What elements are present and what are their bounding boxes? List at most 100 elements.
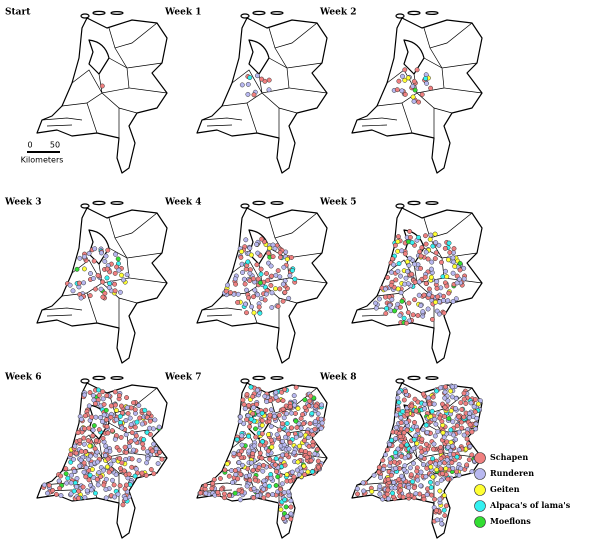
- farm-dot: [413, 433, 419, 439]
- farm-dot: [259, 236, 265, 242]
- farm-dot: [433, 250, 439, 256]
- farm-dot: [443, 384, 448, 390]
- farm-dot: [441, 507, 447, 513]
- farm-dot: [155, 461, 161, 467]
- farm-dot: [93, 438, 99, 443]
- farm-dot: [120, 502, 126, 508]
- farm-dot: [280, 298, 286, 304]
- legend-label: Moeflons: [490, 516, 531, 526]
- farm-dot: [428, 232, 434, 238]
- farm-dot: [244, 391, 250, 397]
- farm-dot: [434, 481, 440, 486]
- farm-dot: [418, 265, 424, 271]
- farm-dot: [401, 315, 407, 321]
- farm-dot: [467, 422, 473, 428]
- farm-dot: [395, 234, 401, 240]
- farm-dot: [81, 469, 87, 475]
- farm-dot: [83, 465, 89, 471]
- farm-dot: [86, 425, 92, 431]
- farm-dot: [245, 81, 251, 87]
- scale-bar: 0 50 Kilometers: [21, 141, 64, 165]
- farm-dot: [76, 495, 82, 501]
- farm-dot: [301, 438, 307, 443]
- farm-dot: [240, 270, 245, 275]
- farm-dot: [428, 274, 434, 280]
- farm-dot: [234, 437, 240, 443]
- farm-dot: [127, 443, 132, 449]
- farm-dot: [147, 418, 153, 424]
- farm-dot: [119, 425, 125, 431]
- farm-dot: [404, 320, 409, 326]
- farm-dot: [98, 474, 104, 480]
- farm-dot: [376, 296, 382, 302]
- farm-dot: [395, 446, 401, 452]
- farm-dot: [278, 254, 283, 260]
- farm-dot: [426, 395, 431, 401]
- farm-dot: [65, 475, 71, 481]
- farm-dot: [251, 443, 257, 449]
- farm-dot: [280, 421, 286, 427]
- farm-dot: [248, 252, 254, 258]
- farm-dot: [416, 279, 422, 285]
- farm-dot: [433, 299, 438, 305]
- farm-dot: [70, 288, 76, 294]
- farm-dot: [103, 495, 109, 501]
- farm-dot: [128, 438, 134, 444]
- panel-label: Week 7: [164, 373, 201, 383]
- farm-dot: [392, 308, 398, 314]
- farm-dot: [401, 467, 407, 473]
- farm-dot: [246, 402, 252, 408]
- farm-dot: [418, 469, 424, 475]
- farm-dot: [293, 418, 299, 424]
- farm-dot: [421, 292, 427, 298]
- farm-dot: [293, 384, 299, 390]
- farm-dot: [291, 474, 297, 480]
- farm-dot: [309, 411, 315, 416]
- farm-dot: [127, 415, 133, 421]
- farm-dot: [410, 83, 416, 89]
- farm-dot: [77, 463, 83, 469]
- farm-dot: [117, 289, 123, 295]
- farm-dot: [103, 253, 109, 259]
- farm-dot: [411, 485, 417, 491]
- farm-dot: [239, 82, 245, 88]
- farm-dot: [137, 415, 143, 421]
- farm-dot: [398, 290, 404, 296]
- farm-dot: [421, 462, 426, 468]
- farm-dot: [427, 236, 433, 242]
- legend-swatch: [474, 468, 486, 480]
- farm-dot: [261, 486, 266, 492]
- farm-dot: [73, 450, 79, 456]
- farm-dot: [450, 384, 455, 390]
- farm-dot: [424, 80, 430, 86]
- farm-dot: [89, 487, 94, 493]
- farm-dot: [298, 431, 304, 437]
- farm-dot: [245, 413, 251, 419]
- farm-dot: [232, 490, 238, 496]
- farm-dot: [422, 274, 428, 280]
- farm-dot: [284, 256, 290, 262]
- farm-dot: [122, 444, 128, 450]
- farm-dot: [377, 491, 383, 497]
- farm-dot: [389, 297, 395, 303]
- scale-start: 0: [27, 141, 32, 150]
- farm-dot: [88, 453, 94, 459]
- farm-dot: [237, 419, 243, 424]
- farm-dot: [98, 415, 103, 420]
- farm-dot: [395, 286, 401, 292]
- farm-dot: [266, 483, 272, 489]
- farm-dot: [79, 448, 85, 454]
- farm-dot: [81, 460, 87, 466]
- farm-dot: [76, 488, 82, 494]
- farm-dot: [146, 410, 152, 416]
- farm-dot: [248, 416, 254, 422]
- farm-dot: [432, 256, 438, 262]
- farm-dot: [112, 281, 118, 287]
- farm-dot: [272, 413, 277, 419]
- farm-dot: [254, 241, 260, 247]
- scale-end: 50: [50, 141, 60, 150]
- farm-dot: [432, 433, 438, 439]
- farm-dot: [282, 289, 288, 295]
- farm-dot: [431, 401, 437, 407]
- farm-dot: [454, 280, 460, 286]
